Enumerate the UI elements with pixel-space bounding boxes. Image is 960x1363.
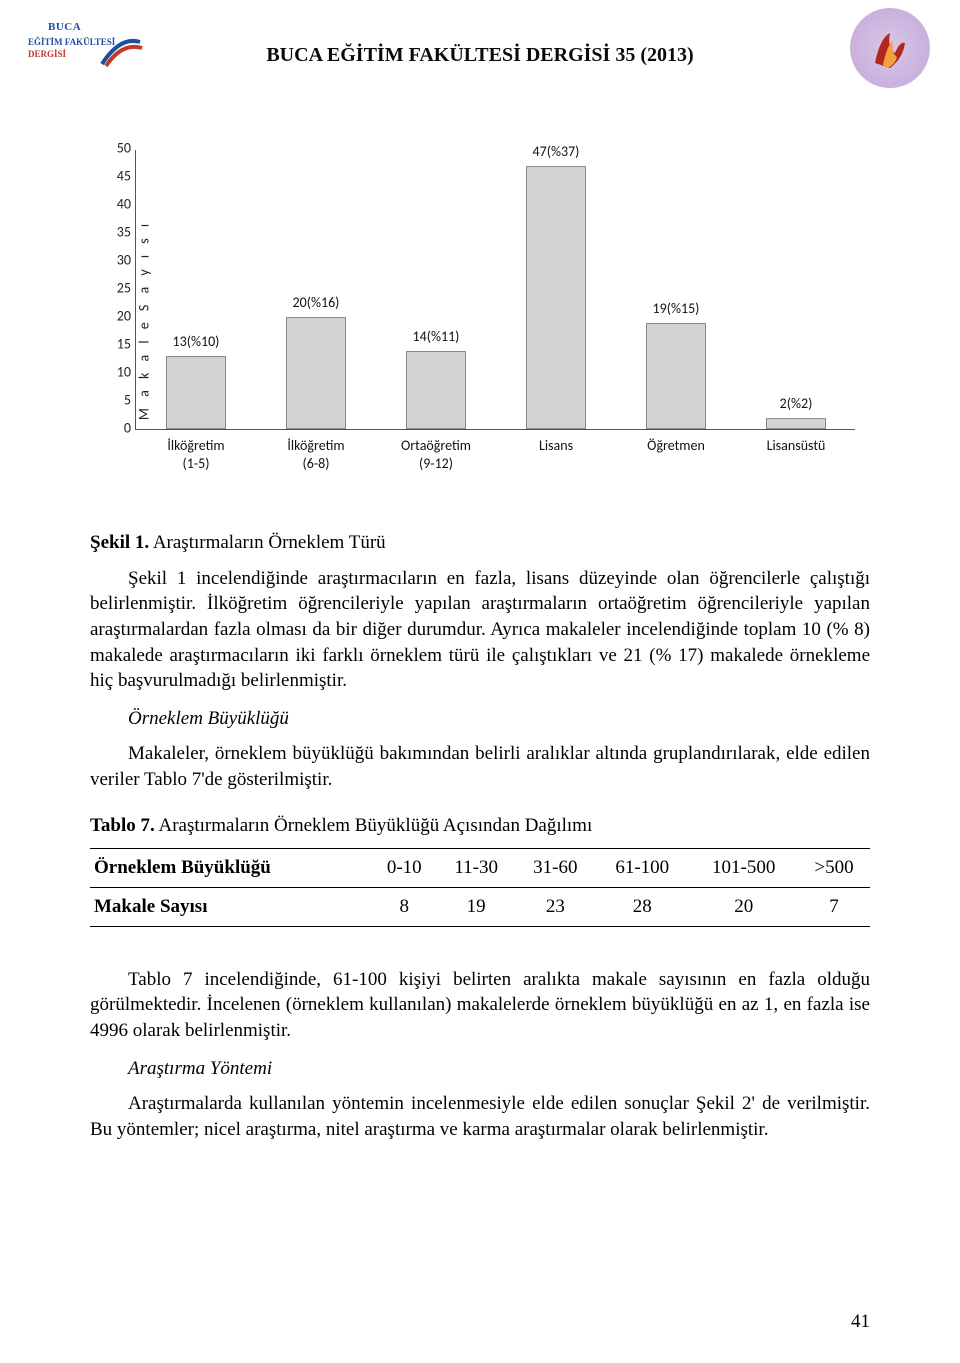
table-header-cell: 101-500 [689, 849, 798, 888]
subheading-research-method: Araştırma Yöntemi [90, 1056, 870, 1082]
journal-header-title: BUCA EĞİTİM FAKÜLTESİ DERGİSİ 35 (2013) [0, 42, 960, 69]
table-data-label: Makale Sayısı [90, 888, 372, 927]
figure-1-caption: Şekil 1. Araştırmaların Örneklem Türü [90, 530, 870, 556]
table-7: Örneklem Büyüklüğü 0-10 11-30 31-60 61-1… [90, 848, 870, 926]
table-header-cell: >500 [798, 849, 870, 888]
x-axis-category-label: Lisans [496, 437, 616, 455]
table-data-cell: 20 [689, 888, 798, 927]
x-axis-category-label: Öğretmen [616, 437, 736, 455]
x-axis-category-label: Lisansüstü [736, 437, 856, 455]
chart-bar [646, 323, 706, 429]
paragraph-4: Araştırmalarda kullanılan yöntemin incel… [90, 1091, 870, 1142]
x-axis-category-label: İlköğretim(1-5) [136, 437, 256, 472]
bar-value-label: 13(%10) [126, 333, 266, 352]
table-row: Makale Sayısı 8 19 23 28 20 7 [90, 888, 870, 927]
logo-text-1: BUCA [48, 20, 81, 35]
bar-value-label: 14(%11) [366, 328, 506, 347]
y-tick-label: 45 [106, 168, 131, 187]
paragraph-2: Makaleler, örneklem büyüklüğü bakımından… [90, 741, 870, 792]
paragraph-3: Tablo 7 incelendiğinde, 61-100 kişiyi be… [90, 967, 870, 1044]
y-tick-label: 35 [106, 224, 131, 243]
x-axis-category-label: Ortaöğretim(9-12) [376, 437, 496, 472]
y-tick-label: 5 [106, 392, 131, 411]
table-header-cell: 31-60 [515, 849, 595, 888]
table-data-cell: 19 [437, 888, 516, 927]
table-data-cell: 28 [595, 888, 689, 927]
y-tick-label: 10 [106, 364, 131, 383]
y-tick-label: 50 [106, 140, 131, 159]
y-tick-label: 25 [106, 280, 131, 299]
figure-1-caption-bold: Şekil 1. [90, 532, 149, 553]
chart-bar [166, 356, 226, 429]
table-row: Örneklem Büyüklüğü 0-10 11-30 31-60 61-1… [90, 849, 870, 888]
figure-1-caption-text: Araştırmaların Örneklem Türü [149, 532, 386, 553]
table-7-caption-text: Araştırmaların Örneklem Büyüklüğü Açısın… [155, 815, 592, 836]
bar-value-label: 47(%37) [486, 143, 626, 162]
subheading-sample-size: Örneklem Büyüklüğü [90, 706, 870, 732]
y-tick-label: 20 [106, 308, 131, 327]
figure-1-chart: M a k a l e S a y ı s ı 0510152025303540… [80, 140, 880, 500]
y-tick-label: 40 [106, 196, 131, 215]
bar-value-label: 19(%15) [606, 300, 746, 319]
x-axis-category-label: İlköğretim(6-8) [256, 437, 376, 472]
journal-logo-right [850, 8, 930, 88]
y-tick-label: 30 [106, 252, 131, 271]
bar-value-label: 20(%16) [246, 294, 386, 313]
y-tick-label: 0 [106, 420, 131, 439]
paragraph-1: Şekil 1 incelendiğinde araştırmacıların … [90, 566, 870, 694]
table-data-cell: 23 [515, 888, 595, 927]
flame-seal-icon [865, 23, 915, 73]
chart-bar [406, 351, 466, 429]
table-header-label: Örneklem Büyüklüğü [90, 849, 372, 888]
table-header-cell: 11-30 [437, 849, 516, 888]
table-data-cell: 7 [798, 888, 870, 927]
table-header-cell: 0-10 [372, 849, 437, 888]
table-data-cell: 8 [372, 888, 437, 927]
chart-plot-area: 0510152025303540455013(%10)İlköğretim(1-… [135, 150, 855, 430]
bar-value-label: 2(%2) [726, 395, 866, 414]
table-header-cell: 61-100 [595, 849, 689, 888]
table-7-caption-bold: Tablo 7. [90, 815, 155, 836]
chart-bar [766, 418, 826, 429]
chart-bar [526, 166, 586, 429]
page-number: 41 [851, 1309, 870, 1335]
table-7-caption: Tablo 7. Araştırmaların Örneklem Büyüklü… [90, 813, 870, 839]
chart-bar [286, 317, 346, 429]
